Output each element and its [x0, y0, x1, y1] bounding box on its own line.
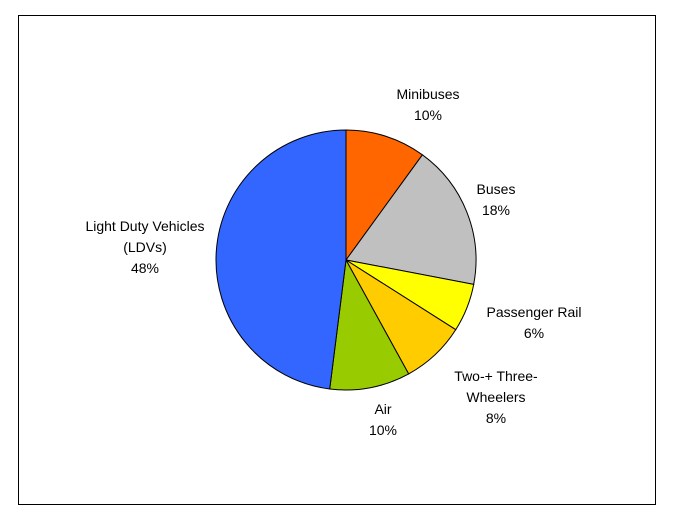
slice-label: Two-+ Three-Wheelers 8%	[446, 366, 546, 429]
slice-label: Passenger Rail 6%	[464, 302, 604, 344]
pie-slice	[345, 129, 424, 262]
pie-slice	[215, 129, 347, 390]
pie-slice	[329, 258, 410, 391]
value-label: 8%	[485, 410, 507, 426]
slice-label: Minibuses 10%	[368, 84, 488, 126]
value-label: 6%	[523, 325, 545, 341]
category-name: Minibuses	[396, 86, 460, 102]
value-label: 48%	[130, 260, 160, 276]
value-label: 10%	[413, 107, 443, 123]
category-name: Air	[374, 401, 392, 417]
pie-slice	[345, 154, 477, 285]
category-name: Light Duty Vehicles (LDVs)	[85, 218, 205, 255]
slice-label: Air 10%	[343, 399, 423, 441]
category-name: Two-+ Three-Wheelers	[454, 368, 538, 405]
category-name: Buses	[476, 181, 516, 197]
value-label: 18%	[481, 202, 511, 218]
slice-label: Buses 18%	[436, 179, 556, 221]
category-name: Passenger Rail	[486, 304, 582, 320]
value-label: 10%	[368, 422, 398, 438]
slice-label: Light Duty Vehicles (LDVs) 48%	[85, 216, 205, 279]
